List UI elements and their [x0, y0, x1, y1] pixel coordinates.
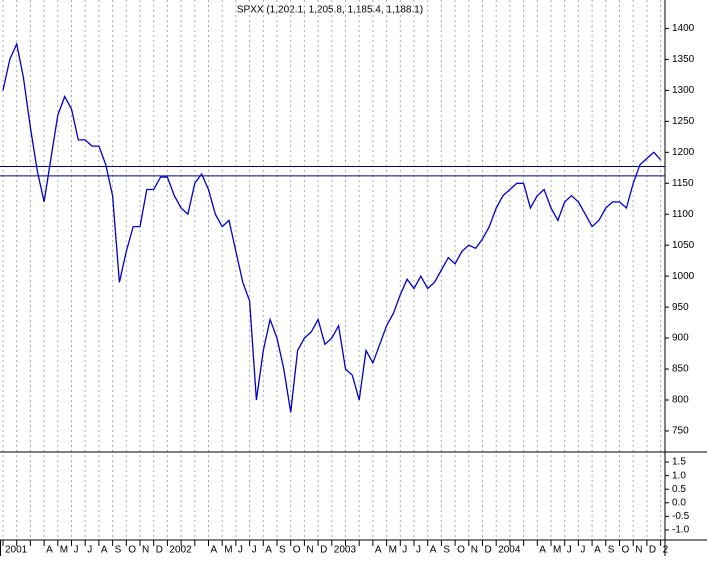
x-tick-label: J: [402, 545, 407, 556]
x-tick-label: J: [580, 545, 585, 556]
x-tick-label: 2004: [498, 545, 521, 556]
x-tick-label: N: [142, 545, 149, 556]
x-tick-label: 2001: [5, 545, 28, 556]
x-tick-label: S: [279, 545, 286, 556]
x-tick-label: A: [594, 545, 601, 556]
x-tick-label: 2002: [169, 545, 192, 556]
x-tick-label: A: [430, 545, 437, 556]
x-tick-label: M: [224, 545, 232, 556]
x-tick-label: J: [238, 545, 243, 556]
y-tick-label: 1050: [672, 240, 695, 251]
x-tick-label: A: [265, 545, 272, 556]
x-tick-label: D: [485, 545, 492, 556]
price-line: [2, 41, 662, 413]
x-tick-label: 2: [663, 545, 669, 556]
x-tick-label: J: [87, 545, 92, 556]
y-tick-label: 1350: [672, 54, 695, 65]
x-tick-label: S: [443, 545, 450, 556]
x-tick-label: S: [608, 545, 615, 556]
x-tick-label: O: [622, 545, 630, 556]
x-tick-label: J: [252, 545, 257, 556]
x-tick-label: 2003: [334, 545, 357, 556]
y-tick-label: 1100: [672, 209, 694, 220]
x-tick-label: O: [457, 545, 465, 556]
y-tick-label: -1.0: [672, 525, 690, 536]
x-tick-label: A: [101, 545, 108, 556]
y-tick-label: 1000: [672, 271, 695, 282]
x-tick-label: J: [567, 545, 572, 556]
y-tick-label: 1.0: [672, 470, 686, 481]
y-tick-label: 1300: [672, 85, 695, 96]
x-tick-label: O: [293, 545, 301, 556]
y-tick-label: -0.5: [672, 511, 690, 522]
y-tick-label: 850: [672, 364, 689, 375]
y-tick-label: 1400: [672, 23, 695, 34]
chart-title: SPXX (1,202.1, 1,205.8, 1,185.4, 1,188.1…: [237, 5, 423, 16]
x-tick-label: O: [128, 545, 136, 556]
x-tick-label: N: [306, 545, 313, 556]
x-tick-label: D: [649, 545, 656, 556]
y-tick-label: 1250: [672, 116, 695, 127]
y-tick-label: 0.5: [672, 484, 686, 495]
x-tick-label: M: [389, 545, 397, 556]
y-tick-label: 1150: [672, 178, 694, 189]
y-tick-label: 1.5: [672, 457, 686, 468]
y-tick-label: 750: [672, 426, 689, 437]
y-tick-label: 950: [672, 302, 689, 313]
x-tick-label: N: [635, 545, 642, 556]
y-tick-label: 0.0: [672, 497, 686, 508]
x-tick-label: M: [553, 545, 561, 556]
x-tick-label: J: [74, 545, 79, 556]
x-tick-label: A: [539, 545, 546, 556]
x-tick-label: A: [211, 545, 218, 556]
x-tick-label: S: [115, 545, 122, 556]
x-tick-label: D: [320, 545, 327, 556]
x-tick-label: A: [375, 545, 382, 556]
x-tick-label: N: [471, 545, 478, 556]
x-tick-label: D: [156, 545, 163, 556]
x-tick-label: A: [46, 545, 53, 556]
x-tick-label: M: [60, 545, 68, 556]
y-tick-label: 800: [672, 395, 689, 406]
y-tick-label: 1200: [672, 147, 695, 158]
y-tick-label: 900: [672, 333, 689, 344]
x-tick-label: J: [416, 545, 421, 556]
